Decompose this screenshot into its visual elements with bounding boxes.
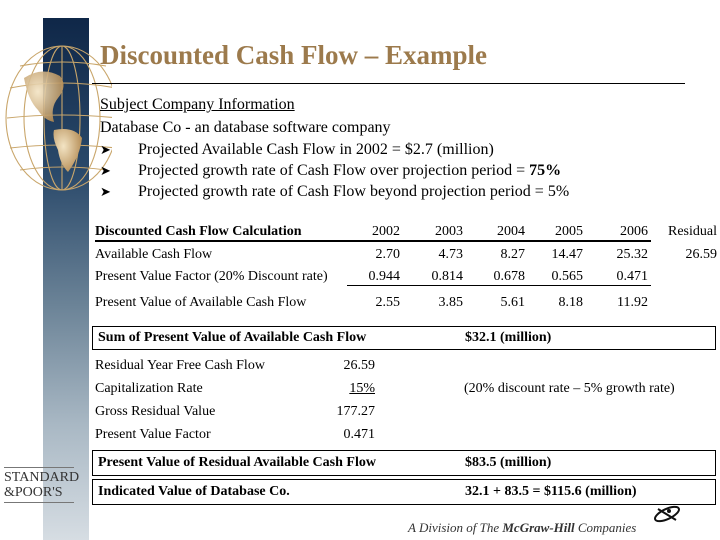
cell: 2.55 [375, 295, 401, 310]
arrowhead-bullet-icon: ➤ [100, 184, 111, 199]
residual-row-label: Residual Year Free Cash Flow [95, 358, 265, 373]
residual-row-label: Capitalization Rate [95, 381, 203, 396]
mcgraw-hill-tagline: A Division of The McGraw-Hill Companies [408, 520, 637, 535]
mcgraw-hill-logo-icon [654, 505, 680, 523]
slide-title: Discounted Cash Flow – Example [100, 40, 488, 70]
cell: 25.32 [616, 247, 649, 262]
cell: 3.85 [438, 295, 464, 310]
company-info-heading: Subject Company Information [100, 96, 295, 113]
cell: 26.59 [685, 247, 718, 262]
col-header-2002: 2002 [372, 224, 400, 239]
col-header-residual: Residual [668, 224, 717, 239]
row-label-pv-acf: Present Value of Available Cash Flow [95, 295, 307, 310]
cell: 0.565 [551, 269, 584, 284]
residual-row-label: Gross Residual Value [95, 404, 216, 419]
residual-row-value: 15% [349, 381, 375, 396]
cell: 0.678 [493, 269, 526, 284]
pv-residual-label: Present Value of Residual Available Cash… [98, 455, 376, 470]
cell: 0.814 [431, 269, 464, 284]
sum-pv-value: $32.1 (million) [465, 330, 552, 345]
cap-rate-note: (20% discount rate – 5% growth rate) [464, 381, 675, 396]
col-header-2004: 2004 [497, 224, 525, 239]
dcf-table-header-label: Discounted Cash Flow Calculation [95, 224, 302, 239]
pv-residual-value: $83.5 (million) [465, 455, 552, 470]
pv-factor-rule [347, 285, 651, 286]
residual-row-value: 26.59 [343, 358, 376, 373]
cell: 14.47 [551, 247, 584, 262]
row-label-pv-factor: Present Value Factor (20% Discount rate) [95, 269, 328, 284]
title-divider [92, 83, 685, 84]
residual-row-label: Present Value Factor [95, 427, 211, 442]
table-header-rule [95, 240, 651, 242]
cell: 8.18 [558, 295, 584, 310]
company-description: Database Co - an database software compa… [100, 119, 391, 136]
cell: 0.944 [368, 269, 401, 284]
sum-pv-box: Sum of Present Value of Available Cash F… [92, 326, 716, 350]
indicated-value-value: 32.1 + 83.5 = $115.6 (million) [465, 484, 637, 499]
globe-logo-icon [5, 45, 112, 191]
col-header-2003: 2003 [435, 224, 463, 239]
col-header-2006: 2006 [620, 224, 648, 239]
logo-rule [4, 467, 74, 468]
col-header-2005: 2005 [555, 224, 583, 239]
sum-pv-label: Sum of Present Value of Available Cash F… [98, 330, 367, 345]
cell: 0.471 [616, 269, 649, 284]
row-label-available-cash-flow: Available Cash Flow [95, 247, 213, 262]
cell: 5.61 [500, 295, 526, 310]
arrowhead-bullet-icon: ➤ [100, 142, 111, 157]
pv-residual-box: Present Value of Residual Available Cash… [92, 450, 716, 476]
arrowhead-bullet-icon: ➤ [100, 163, 111, 178]
logo-rule [4, 502, 74, 503]
cell: 2.70 [375, 247, 401, 262]
residual-row-value: 177.27 [336, 404, 376, 419]
indicated-value-box: Indicated Value of Database Co. 32.1 + 8… [92, 479, 716, 505]
cell: 4.73 [438, 247, 464, 262]
cell: 11.92 [617, 295, 648, 310]
cell: 8.27 [500, 247, 526, 262]
standard-poors-logo: STANDARD &POOR'S [4, 465, 79, 505]
residual-row-value: 0.471 [343, 427, 376, 442]
indicated-value-label: Indicated Value of Database Co. [98, 484, 290, 499]
